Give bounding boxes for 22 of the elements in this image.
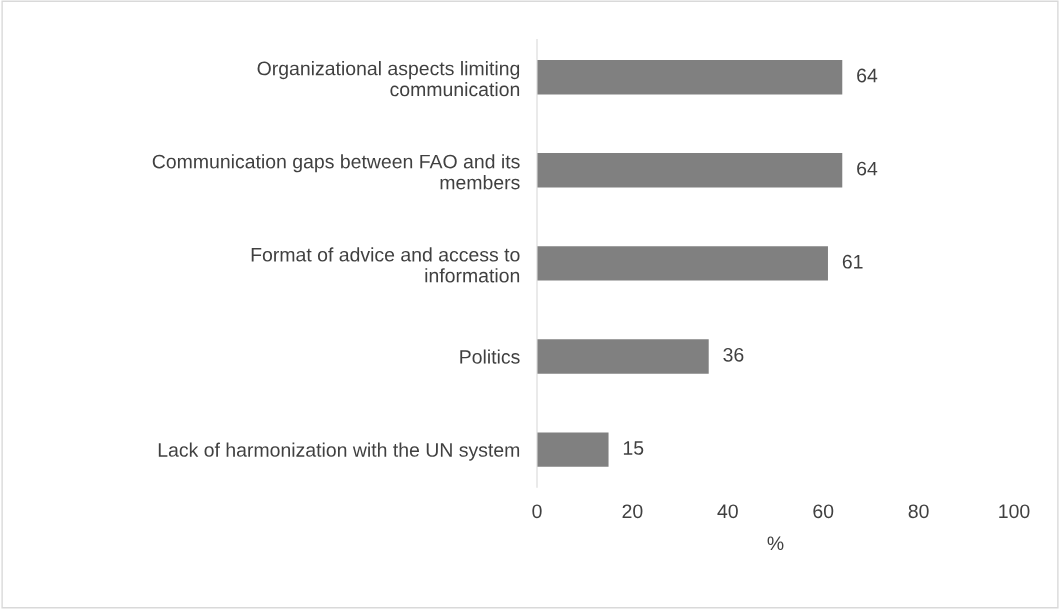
y-tick-label: Format of advice and access to information [251, 247, 520, 283]
y-tick-label: Organizational aspects limiting communication [257, 61, 520, 97]
data-label: 36 [723, 347, 744, 362]
y-tick-label: Lack of harmonization with the UN system [158, 442, 520, 461]
data-label: 64 [857, 161, 878, 176]
x-tick-label: 100 [999, 504, 1030, 519]
y-tick-label: Communication gaps between FAO and its members [152, 154, 520, 190]
x-axis-title: % [767, 536, 784, 551]
x-tick-label: 0 [532, 504, 542, 519]
bar [537, 153, 843, 188]
bar [537, 432, 609, 467]
x-tick-label: 40 [717, 504, 738, 519]
bar [537, 246, 828, 281]
bar [537, 59, 843, 95]
x-tick-label: 80 [908, 504, 929, 519]
x-tick-label: 20 [622, 504, 643, 519]
y-tick-label: Politics [460, 349, 520, 364]
x-tick-label: 60 [813, 504, 834, 519]
data-label: 61 [842, 254, 863, 269]
bar [537, 339, 709, 374]
data-label: 64 [857, 68, 878, 83]
data-label: 15 [623, 441, 644, 455]
